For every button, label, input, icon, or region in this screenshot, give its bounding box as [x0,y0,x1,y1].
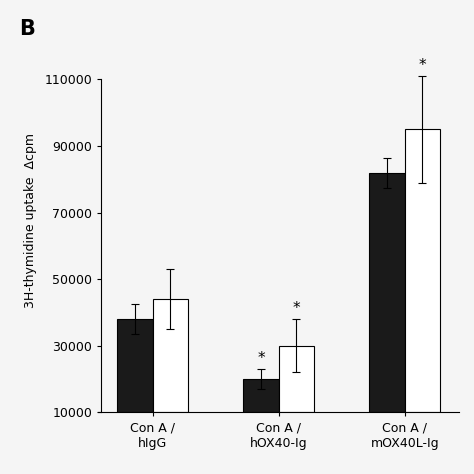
Bar [243,379,279,412]
Text: *: * [292,301,300,316]
Bar [405,129,440,412]
Bar [153,299,188,412]
Text: B: B [19,19,35,39]
Bar [369,173,405,412]
Text: *: * [257,351,265,366]
Bar [118,319,153,412]
Bar [279,346,314,412]
Text: *: * [419,57,426,73]
Y-axis label: 3H-thymidine uptake  Δcpm: 3H-thymidine uptake Δcpm [25,133,37,309]
